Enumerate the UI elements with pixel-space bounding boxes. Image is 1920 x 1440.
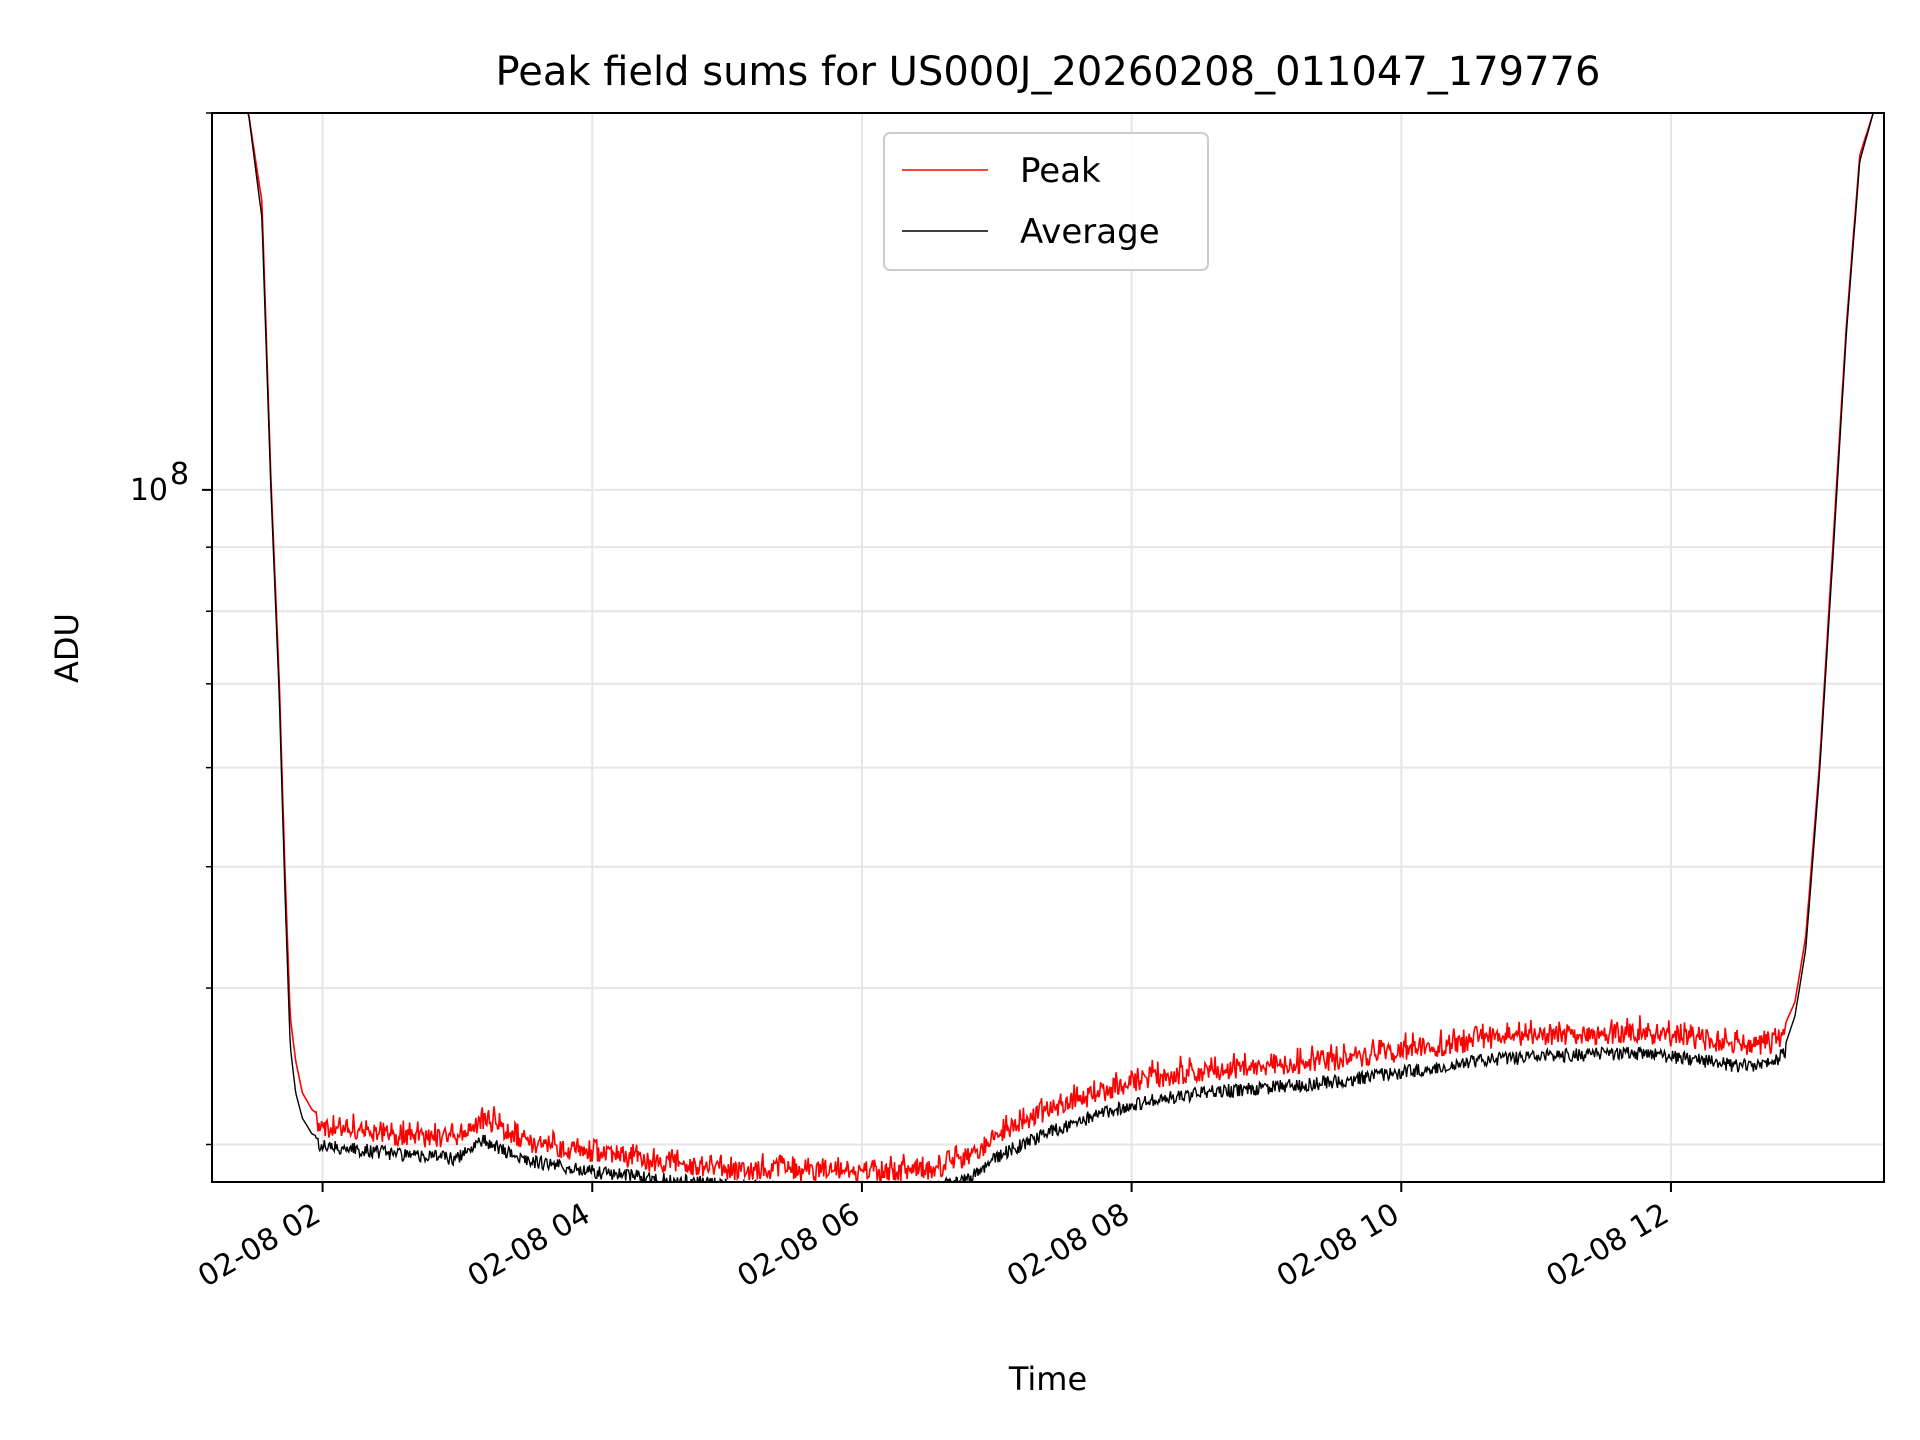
series-line-peak	[239, 113, 1874, 1182]
series-layer	[239, 113, 1874, 1182]
x-tick-label: 02-08 08	[1001, 1197, 1135, 1295]
series-line-average	[239, 113, 1874, 1182]
plot-area-frame	[211, 112, 1885, 1183]
x-axis: 02-08 02 02-08 04 02-08 06 02-08 08 02-08 10…	[192, 1182, 1675, 1294]
y-tick-exponent: 8	[170, 457, 189, 492]
x-tick-label: 02-08 12	[1541, 1197, 1675, 1295]
x-tick-label: 02-08 02	[192, 1197, 326, 1295]
y-axis: 10 8	[130, 112, 212, 1146]
legend-label-peak: Peak	[1020, 151, 1101, 191]
legend: Peak Average	[883, 132, 1209, 271]
y-tick-label: 10	[130, 473, 168, 508]
grid	[212, 112, 1884, 1182]
y-axis-title: ADU	[48, 613, 86, 683]
x-tick-label: 02-08 06	[732, 1197, 866, 1295]
x-tick-label: 02-08 04	[462, 1197, 596, 1295]
legend-box	[883, 132, 1209, 271]
x-axis-title: Time	[1008, 1360, 1087, 1398]
x-tick-label: 02-08 10	[1271, 1197, 1405, 1295]
chart-title: Peak field sums for US000J_20260208_0110…	[496, 49, 1601, 95]
legend-label-average: Average	[1020, 212, 1160, 252]
